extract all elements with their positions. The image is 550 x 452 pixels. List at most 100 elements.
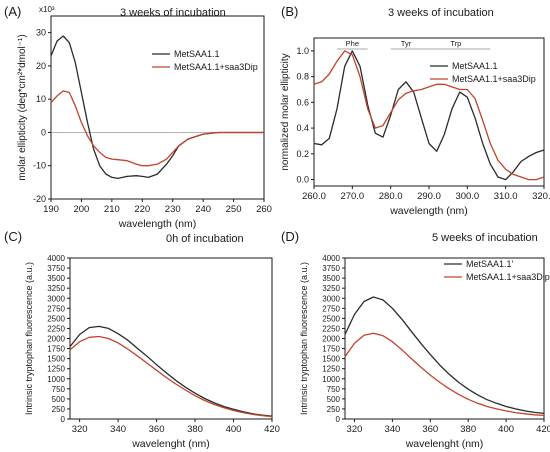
- y-tick-label: 10: [36, 94, 46, 104]
- panel-b-label: (B): [281, 4, 298, 19]
- legend-label: MetSAA1.1: [174, 49, 220, 59]
- series-line-2: [50, 90, 264, 167]
- panel-b-letter: (B): [281, 4, 298, 19]
- chart-panel-d: 5 weeks of incubation 320 340 360 380 400 420 0…: [299, 232, 550, 450]
- panel-c-letter: (C): [4, 229, 22, 244]
- x-tick-label: 320: [72, 424, 88, 435]
- x-axis-label: wavelenght (nm): [405, 438, 484, 450]
- plot-frame: [313, 37, 545, 187]
- x-axis-label: wavelength (nm): [118, 218, 197, 230]
- legend-label: MetSAA1.1': [466, 259, 514, 269]
- y-tick-label: 1750: [47, 345, 65, 354]
- y-tick-label: 0.4: [296, 123, 309, 133]
- series-line-2: [69, 335, 273, 418]
- x-tick-label: 190: [43, 204, 59, 215]
- y-tick-label: 3250: [322, 284, 340, 293]
- y-tick-label: 4000: [47, 254, 65, 263]
- x-tick-label: 380: [460, 424, 476, 435]
- y-axis-label: Intrinsic tryptophan fluorescence (a.u.): [299, 262, 309, 415]
- y-tick-label: 1000: [47, 375, 65, 384]
- x-tick-label: 320.0: [532, 191, 550, 202]
- legend-label: MetSAA1.1: [452, 61, 498, 71]
- chart-title: 3 weeks of incubation: [388, 7, 494, 19]
- y-tick-label: 750: [52, 385, 66, 394]
- panel-c-label: (C): [4, 229, 22, 244]
- x-tick-label: 340: [384, 424, 400, 435]
- x-tick-label: 220: [134, 204, 150, 215]
- panel-d-label: (D): [281, 229, 299, 244]
- y-tick-label: 0.0: [296, 175, 309, 185]
- x-tick-label: 260.0: [302, 191, 326, 202]
- y-tick-label: 3000: [47, 294, 65, 303]
- y-axis-label: Intrinsic tryptophan fluorescence (a.u.): [24, 262, 34, 415]
- y-tick-label: 2500: [47, 314, 65, 323]
- y-tick-label: 500: [327, 395, 341, 404]
- y-tick-label: 3250: [47, 284, 65, 293]
- x-tick-label: 280.0: [379, 191, 403, 202]
- panel-a-letter: (A): [4, 4, 21, 19]
- x-tick-label: 400: [498, 424, 514, 435]
- x-tick-label: 250: [226, 204, 242, 215]
- y-tick-label: 3000: [322, 294, 340, 303]
- series-line-2: [344, 332, 545, 417]
- plot-frame: [69, 257, 273, 420]
- y-tick-label: 2750: [322, 304, 340, 313]
- y-tick-label: 2250: [322, 324, 340, 333]
- region-label: Tyr: [401, 39, 412, 48]
- y-tick-label: 1500: [47, 355, 65, 364]
- x-tick-label: 420: [536, 424, 550, 435]
- y-tick-label: 2250: [47, 324, 65, 333]
- x-tick-label: 340: [110, 424, 126, 435]
- chart-title: 0h of incubation: [166, 233, 244, 245]
- plot-frame: [344, 257, 545, 420]
- y-tick-label: 0.2: [296, 149, 309, 159]
- y-tick-label: 0: [61, 415, 66, 424]
- x-tick-label: 360: [422, 424, 438, 435]
- x-tick-label: 400: [226, 424, 242, 435]
- y-tick-label: 3750: [47, 264, 65, 273]
- x-axis-label: wavelenght (nm): [131, 438, 210, 450]
- y-tick-label: -10: [33, 161, 46, 171]
- series-line-1: [50, 35, 264, 180]
- y-tick-label: 0: [41, 127, 46, 137]
- legend-label: MetSAA1.1+saa3Dip': [466, 272, 550, 282]
- y-tick-label: 0.6: [296, 97, 309, 107]
- panel-a-label: (A): [4, 4, 21, 19]
- y-tick-label: 2750: [47, 304, 65, 313]
- series-line-2: [313, 50, 545, 181]
- y-tick-label: 1250: [47, 365, 65, 374]
- series-line-1: [344, 296, 545, 415]
- x-tick-label: 270.0: [340, 191, 364, 202]
- x-tick-label: 320: [347, 424, 363, 435]
- x-tick-label: 260: [256, 204, 272, 215]
- chart-panel-b: 3 weeks of incubation 260.0 270.0 280.0 290.…: [280, 7, 550, 217]
- y-multiplier-label: x10³: [39, 5, 55, 14]
- x-tick-label: 310.0: [494, 191, 518, 202]
- y-tick-label: 3750: [322, 264, 340, 273]
- y-tick-label: 4000: [322, 254, 340, 263]
- panel-d-letter: (D): [281, 229, 299, 244]
- y-tick-label: 500: [52, 395, 66, 404]
- x-tick-label: 230: [165, 204, 181, 215]
- y-tick-label: 20: [36, 61, 46, 71]
- y-tick-label: 3500: [47, 274, 65, 283]
- y-tick-label: 2000: [47, 335, 65, 344]
- y-tick-label: 1750: [322, 345, 340, 354]
- chart-title: 3 weeks of incubation: [120, 7, 226, 19]
- x-tick-label: 420: [264, 424, 280, 435]
- y-tick-label: 2500: [322, 314, 340, 323]
- y-tick-label: 3500: [322, 274, 340, 283]
- y-tick-label: 1.0: [296, 46, 309, 56]
- series-line-1: [313, 50, 545, 181]
- region-label: Trp: [450, 39, 461, 48]
- x-tick-label: 300.0: [455, 191, 479, 202]
- y-tick-label: 0: [336, 415, 341, 424]
- legend-label: MetSAA1.1+saa3Dip: [174, 62, 258, 72]
- y-tick-label: 1000: [322, 375, 340, 384]
- y-tick-label: 250: [52, 405, 66, 414]
- y-tick-label: 1500: [322, 355, 340, 364]
- y-tick-label: 750: [327, 385, 341, 394]
- legend-label: MetSAA1.1+saa3Dip: [452, 74, 536, 84]
- x-tick-label: 360: [149, 424, 165, 435]
